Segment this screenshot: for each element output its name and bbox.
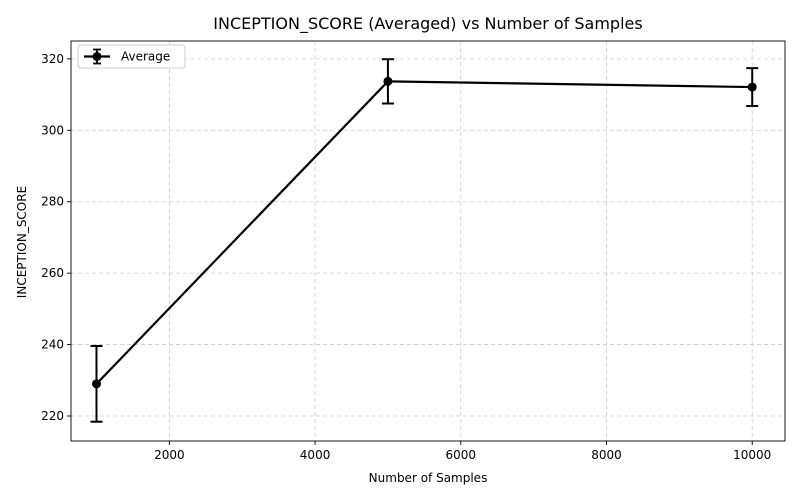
data-point <box>383 76 393 86</box>
y-tick-label: 220 <box>41 409 64 423</box>
y-tick-label: 260 <box>41 266 64 280</box>
series-line <box>95 80 753 385</box>
plot-frame <box>70 40 786 442</box>
data-point <box>92 379 101 389</box>
legend-label: Average <box>121 50 170 64</box>
x-axis-label: Number of Samples <box>369 471 488 485</box>
y-axis-label: INCEPTION_SCORE <box>15 186 29 298</box>
x-tick-label: 4000 <box>300 448 331 462</box>
series-layer <box>90 58 759 423</box>
x-tick-label: 10000 <box>733 448 771 462</box>
y-tick-label: 240 <box>41 338 64 352</box>
y-tick-label: 300 <box>41 123 64 137</box>
legend-box <box>77 44 186 69</box>
y-tick-label: 320 <box>41 52 64 66</box>
legend: Average <box>77 44 186 69</box>
chart-title: INCEPTION_SCORE (Averaged) vs Number of … <box>213 14 642 34</box>
axes: 2000 4000 6000 8000 10000 220 240 260 280 300 320 <box>41 40 786 462</box>
x-tick-label: 8000 <box>591 448 622 462</box>
grid <box>71 41 785 441</box>
x-tick-label: 2000 <box>154 448 185 462</box>
x-tick-label: 6000 <box>446 448 477 462</box>
data-point <box>747 82 757 92</box>
legend-marker <box>92 52 102 61</box>
y-tick-label: 280 <box>41 195 64 209</box>
